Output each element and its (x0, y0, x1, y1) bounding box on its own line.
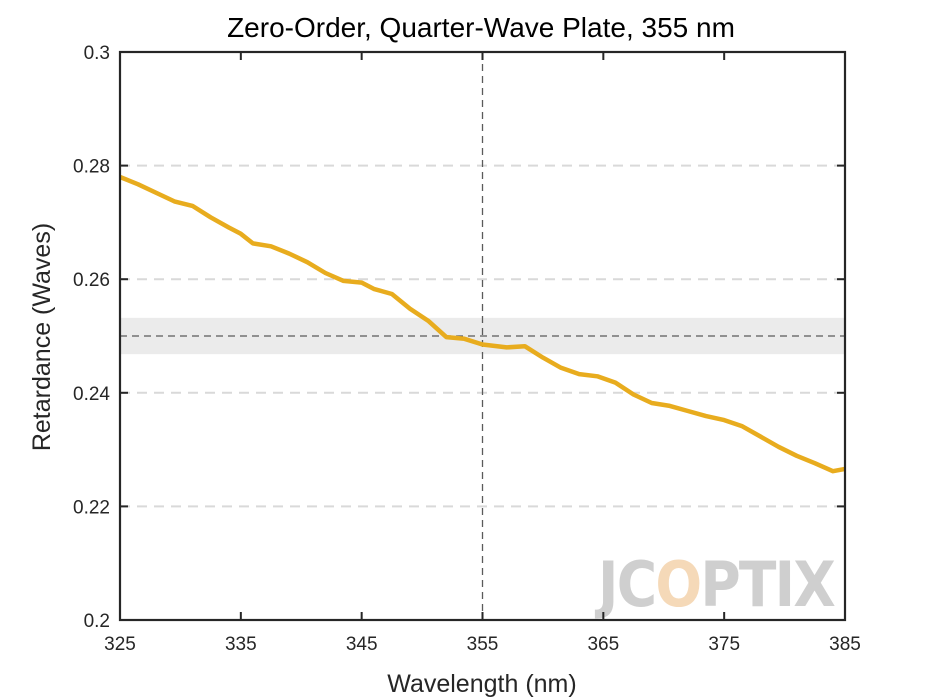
x-tick-label: 365 (587, 634, 619, 655)
x-tick-label: 355 (467, 634, 499, 655)
y-tick-label: 0.28 (73, 157, 110, 178)
y-tick-label: 0.24 (73, 384, 110, 405)
y-tick-label: 0.22 (73, 497, 110, 518)
x-tick-label: 385 (829, 634, 861, 655)
x-tick-label: 375 (708, 634, 740, 655)
x-tick-label: 335 (225, 634, 257, 655)
chart-title: Zero-Order, Quarter-Wave Plate, 355 nm (227, 12, 735, 43)
y-tick-label: 0.2 (84, 611, 110, 632)
x-axis-title: Wavelength (nm) (387, 670, 576, 698)
x-tick-label: 345 (346, 634, 378, 655)
jcoptix-logo-watermark: JCOPTIX (594, 548, 835, 621)
retardance-series-line (119, 174, 846, 474)
y-axis-title: Retardance (Waves) (28, 223, 56, 451)
y-tick-label: 0.26 (73, 270, 110, 291)
y-tick-label: 0.3 (84, 43, 110, 64)
x-tick-label: 325 (104, 634, 136, 655)
